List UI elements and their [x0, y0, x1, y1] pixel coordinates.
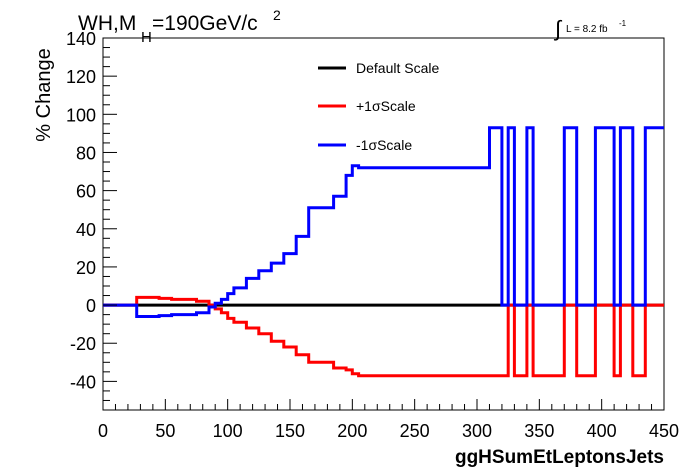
chart-title-superscript: 2 — [273, 7, 281, 23]
y-tick-label: 40 — [76, 220, 96, 240]
lumi-superscript: -1 — [619, 19, 627, 28]
x-tick-label: 100 — [213, 421, 243, 441]
chart-title-subscript: H — [141, 29, 152, 46]
x-tick-label: 200 — [337, 421, 367, 441]
plot-frame — [102, 37, 665, 411]
y-tick-label: 60 — [76, 182, 96, 202]
y-tick-label: -40 — [70, 372, 96, 392]
x-tick-label: 350 — [524, 421, 554, 441]
x-tick-label: 400 — [587, 421, 617, 441]
lumi-label: L = 8.2 fb — [566, 24, 608, 35]
x-axis-label: ggHSumEtLeptonsJets — [455, 447, 664, 468]
chart-title-rest: =190GeV/c — [152, 12, 258, 35]
y-tick-label: -20 — [70, 334, 96, 354]
series-line-minus-1sigma — [103, 126, 664, 318]
x-tick-label: 450 — [649, 421, 679, 441]
y-tick-label: 80 — [76, 143, 96, 163]
legend-entry: +1σScale — [356, 98, 416, 114]
chart-title: WH,M — [78, 12, 136, 35]
y-axis-label: % Change — [33, 48, 55, 141]
x-tick-label: 0 — [98, 421, 108, 441]
y-tick-label: 100 — [66, 105, 96, 125]
x-tick-label: 50 — [155, 421, 175, 441]
x-tick-label: 250 — [400, 421, 430, 441]
x-tick-label: 150 — [275, 421, 305, 441]
lumi-integral-symbol: ∫ — [553, 16, 563, 41]
series-line-plus-1sigma — [103, 295, 664, 378]
x-tick-label: 300 — [462, 421, 492, 441]
y-tick-label: 0 — [86, 296, 96, 316]
legend-entry: Default Scale — [356, 60, 439, 76]
y-tick-label: 140 — [66, 29, 96, 49]
legend-entry: -1σScale — [356, 137, 412, 153]
y-tick-label: 20 — [76, 258, 96, 278]
y-tick-label: 120 — [66, 67, 96, 87]
